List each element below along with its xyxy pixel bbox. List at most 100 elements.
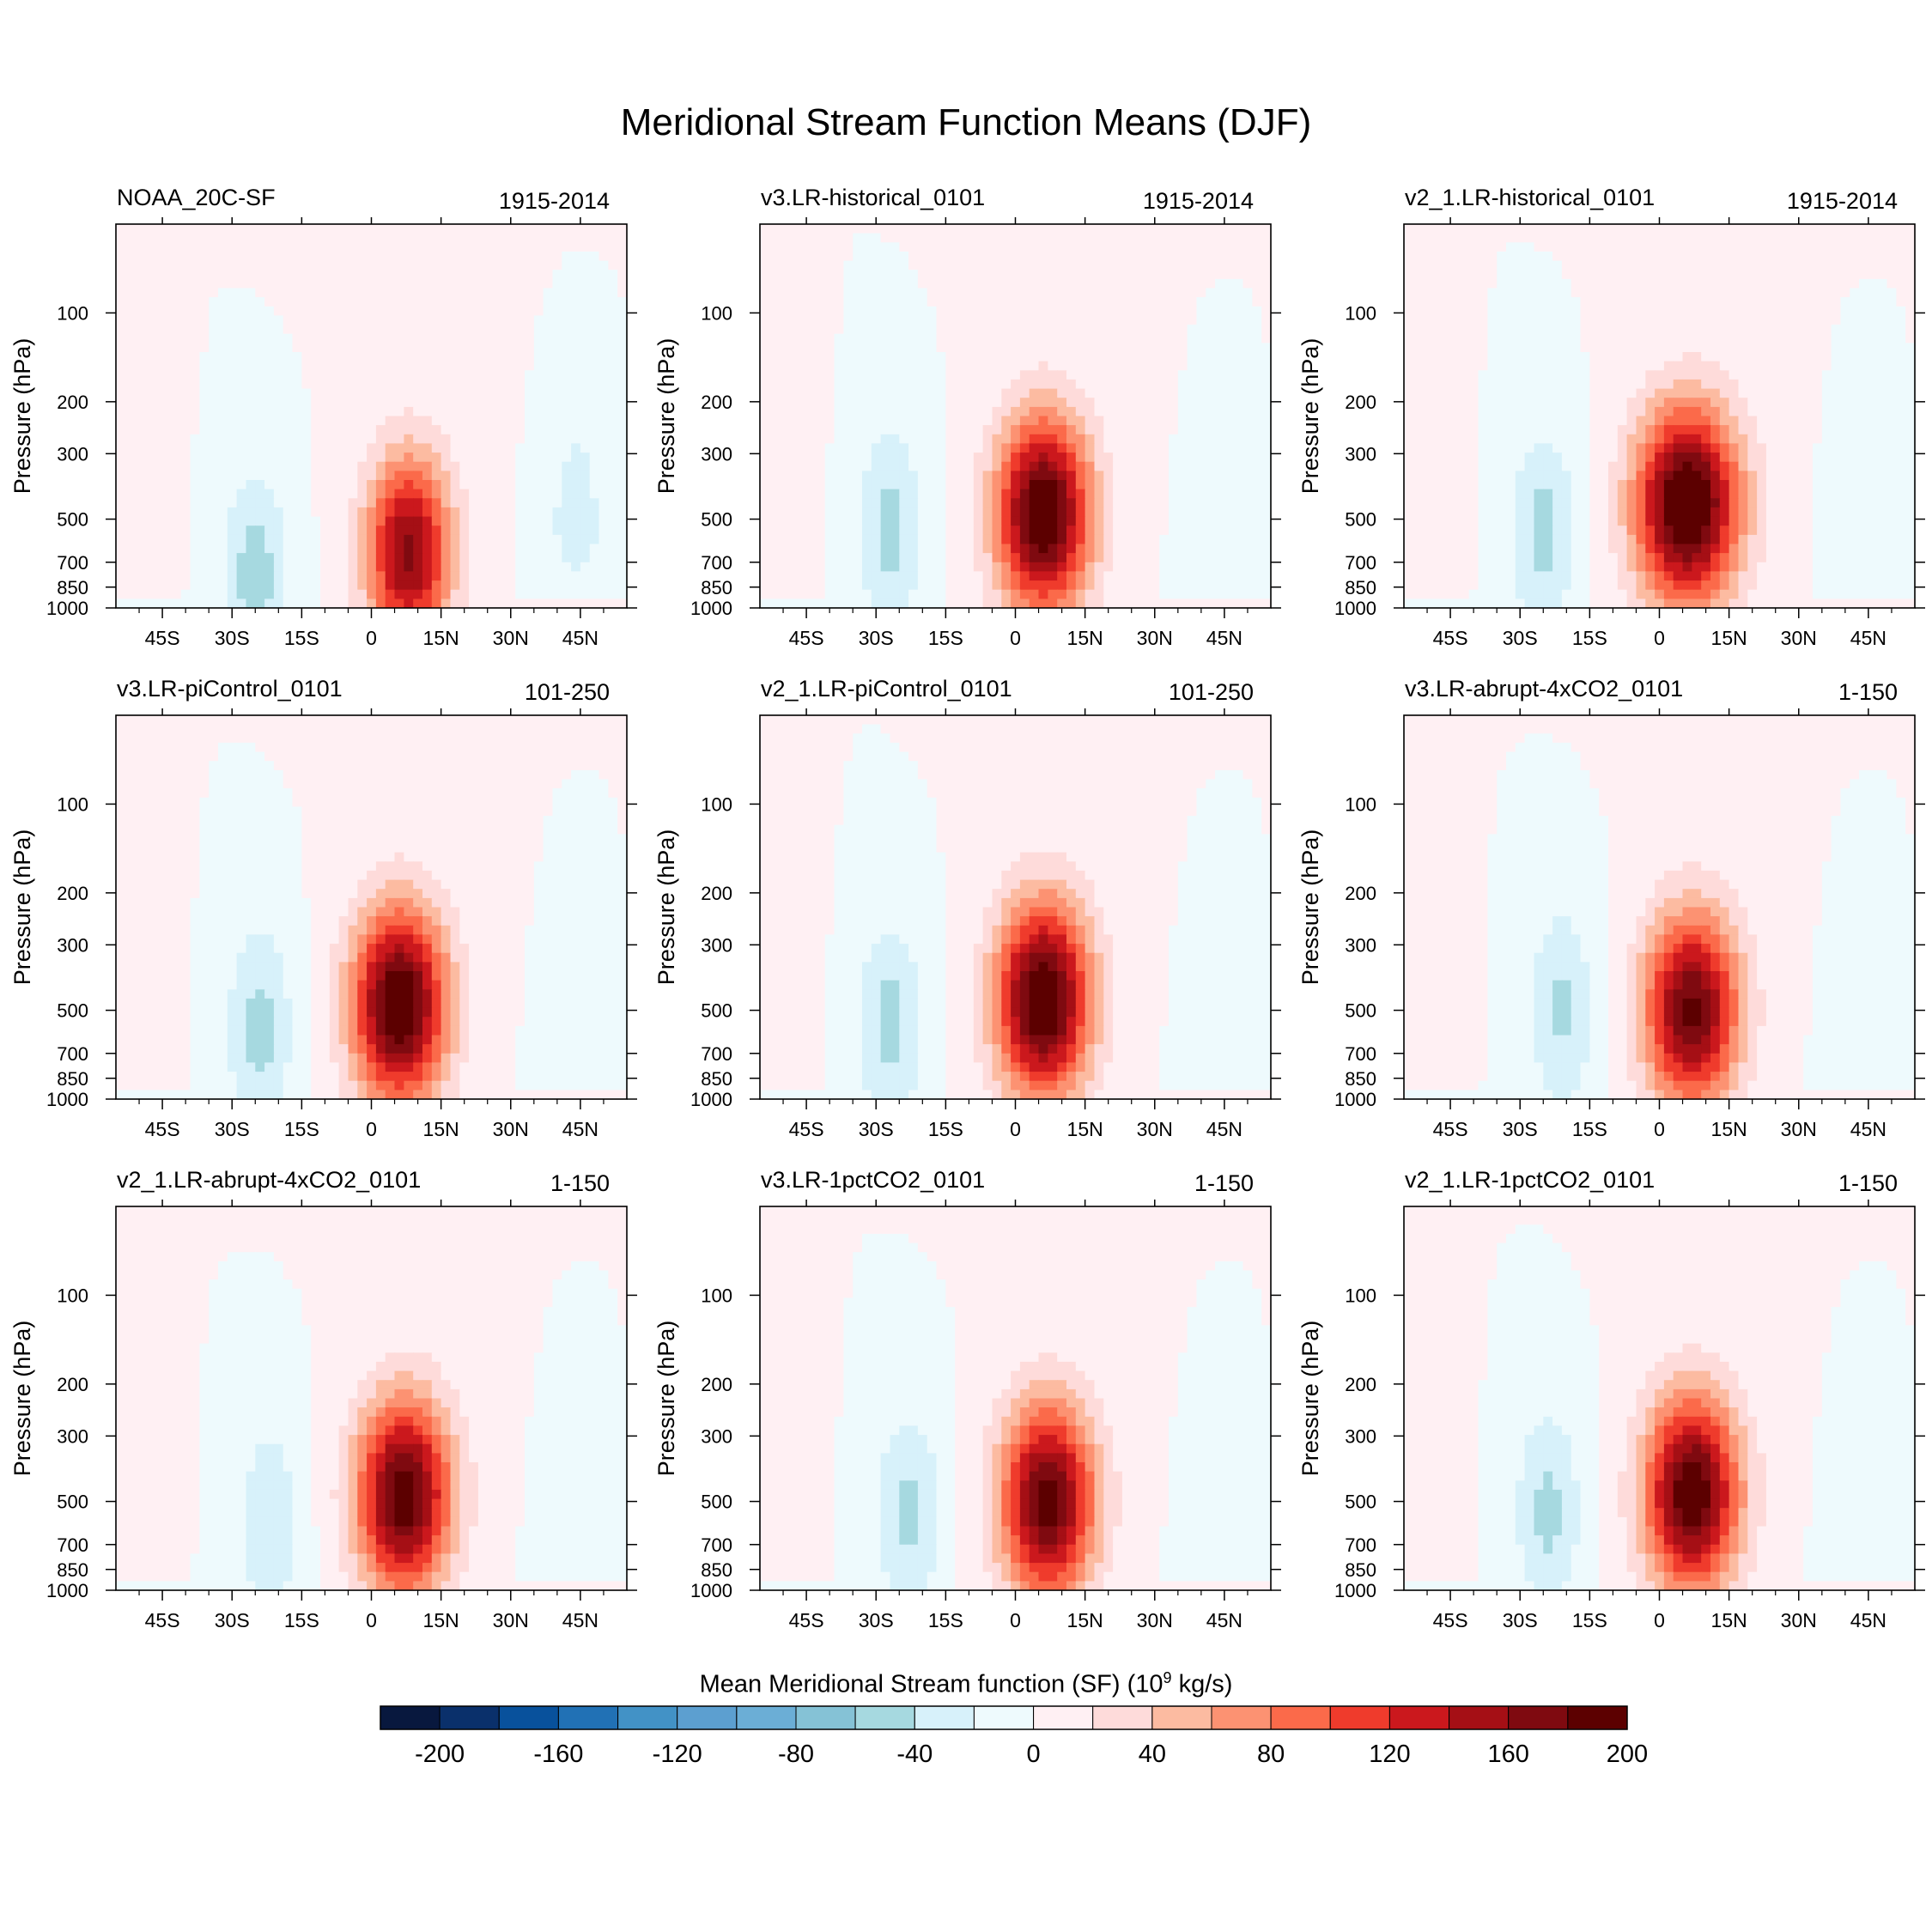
field-cell bbox=[1196, 416, 1206, 426]
field-cell bbox=[180, 416, 191, 426]
field-cell bbox=[1242, 534, 1253, 545]
field-cell bbox=[450, 270, 460, 280]
field-cell bbox=[769, 562, 780, 572]
field-cell bbox=[431, 553, 442, 563]
field-cell bbox=[1719, 242, 1730, 252]
field-cell bbox=[385, 471, 396, 481]
field-cell bbox=[1497, 242, 1507, 252]
field-cell bbox=[982, 526, 993, 536]
field-cell bbox=[890, 598, 900, 609]
field-cell bbox=[1187, 242, 1197, 252]
field-cell bbox=[1019, 315, 1030, 325]
field-cell bbox=[236, 406, 246, 417]
field-cell bbox=[917, 398, 928, 408]
field-cell bbox=[375, 315, 386, 325]
field-cell bbox=[1441, 251, 1451, 262]
field-cell bbox=[992, 480, 1002, 490]
field-cell bbox=[1011, 544, 1021, 554]
field-cell bbox=[778, 580, 788, 591]
field-cell bbox=[525, 471, 535, 481]
field-cell bbox=[506, 406, 516, 417]
field-cell bbox=[1206, 562, 1216, 572]
field-cell bbox=[162, 507, 173, 518]
field-cell bbox=[385, 278, 396, 289]
field-cell bbox=[311, 233, 321, 243]
field-cell bbox=[908, 406, 919, 417]
field-cell bbox=[394, 489, 404, 499]
field-cell bbox=[246, 260, 256, 270]
field-cell bbox=[589, 598, 600, 609]
field-cell bbox=[180, 315, 191, 325]
field-cell bbox=[422, 242, 433, 252]
field-cell bbox=[385, 352, 396, 362]
field-cell bbox=[171, 516, 182, 526]
field-cell bbox=[571, 251, 581, 262]
field-cell bbox=[1066, 443, 1077, 453]
field-cell bbox=[125, 398, 136, 408]
field-cell bbox=[283, 242, 294, 252]
field-cell bbox=[1029, 425, 1040, 435]
field-cell bbox=[806, 288, 817, 298]
field-cell bbox=[348, 471, 358, 481]
field-cell bbox=[552, 598, 562, 609]
field-cell bbox=[1001, 461, 1012, 471]
field-cell bbox=[608, 224, 618, 234]
field-cell bbox=[1075, 270, 1086, 280]
field-cell bbox=[1850, 224, 1860, 234]
field-cell bbox=[143, 580, 154, 591]
field-cell bbox=[264, 553, 275, 563]
field-cell bbox=[992, 388, 1002, 398]
field-cell bbox=[927, 553, 938, 563]
field-cell bbox=[477, 306, 489, 316]
field-cell bbox=[1169, 333, 1179, 343]
field-cell bbox=[760, 370, 770, 380]
field-cell bbox=[162, 270, 173, 280]
field-cell bbox=[982, 361, 993, 371]
field-cell bbox=[450, 507, 460, 518]
field-cell bbox=[348, 306, 358, 316]
field-cell bbox=[871, 398, 882, 408]
field-cell bbox=[1561, 224, 1572, 234]
field-cell bbox=[1196, 233, 1206, 243]
field-cell bbox=[1131, 498, 1142, 508]
field-cell bbox=[787, 425, 798, 435]
field-cell bbox=[357, 571, 368, 581]
field-cell bbox=[1048, 416, 1058, 426]
field-cell bbox=[1113, 434, 1123, 444]
field-cell bbox=[125, 471, 136, 481]
field-cell bbox=[843, 343, 854, 353]
field-cell bbox=[617, 333, 628, 343]
field-cell bbox=[778, 480, 788, 490]
field-cell bbox=[1242, 406, 1253, 417]
field-cell bbox=[964, 471, 975, 481]
field-cell bbox=[134, 498, 144, 508]
field-cell bbox=[283, 598, 294, 609]
field-cell bbox=[375, 434, 386, 444]
field-cell bbox=[936, 471, 946, 481]
field-cell bbox=[806, 379, 817, 390]
field-cell bbox=[199, 288, 210, 298]
field-cell bbox=[1066, 598, 1077, 609]
field-cell bbox=[338, 224, 349, 234]
field-cell bbox=[143, 325, 154, 335]
y-tick-label: 700 bbox=[57, 552, 88, 574]
field-cell bbox=[413, 388, 423, 398]
field-cell bbox=[496, 571, 507, 581]
field-cell bbox=[218, 553, 228, 563]
field-cell bbox=[180, 443, 191, 453]
field-cell bbox=[515, 388, 526, 398]
field-cell bbox=[853, 388, 863, 398]
field-cell bbox=[218, 507, 228, 518]
field-cell bbox=[1206, 553, 1216, 563]
field-cell bbox=[1215, 443, 1225, 453]
field-cell bbox=[1066, 580, 1077, 591]
field-cell bbox=[209, 370, 219, 380]
field-cell bbox=[1001, 516, 1012, 526]
field-cell bbox=[440, 571, 451, 581]
field-cell bbox=[533, 580, 544, 591]
field-cell bbox=[908, 270, 919, 280]
field-cell bbox=[797, 434, 807, 444]
field-cell bbox=[357, 325, 368, 335]
field-cell bbox=[367, 251, 377, 262]
